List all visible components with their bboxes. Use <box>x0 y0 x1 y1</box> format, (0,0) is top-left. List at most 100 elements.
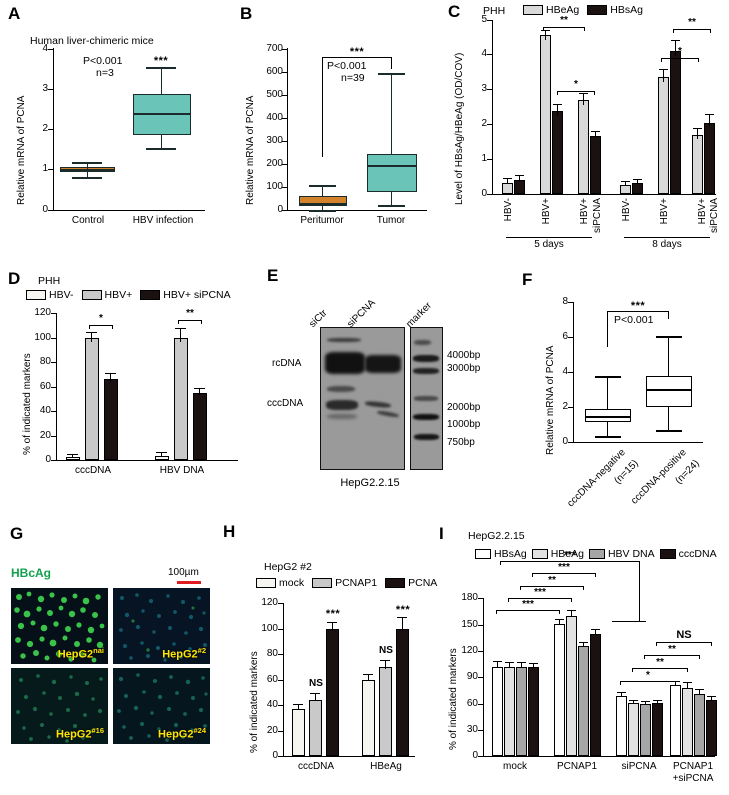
tickmark <box>278 705 283 707</box>
bar-hbsag <box>590 136 601 194</box>
gel-marker-label: 1000bp <box>447 419 481 430</box>
sig-label: ** <box>688 17 696 28</box>
panel-d-ytick: 20 <box>39 430 51 441</box>
sig-label: *** <box>558 562 570 573</box>
bar-mock <box>292 709 305 756</box>
panel-i-ytick: 60 <box>466 698 478 709</box>
legend-swatch <box>531 549 548 559</box>
tickmark <box>282 141 287 143</box>
panel-i-ytick: 0 <box>472 750 478 761</box>
errorbar-cap <box>493 661 502 663</box>
bar-hbeag <box>692 135 703 194</box>
panel-i-ytick: 30 <box>466 724 478 735</box>
panel-b: B Relative mRNA of PCNA 0 100 200 300 40… <box>215 0 430 252</box>
fluorescence-field <box>11 668 108 744</box>
legend-label: mock <box>279 577 305 589</box>
tickmark <box>51 411 56 413</box>
panel-g-scale-label: 100µm <box>168 567 199 578</box>
errorbar-cap <box>659 69 668 71</box>
tickmark <box>568 407 573 409</box>
fluorescence-field <box>113 668 210 744</box>
panel-c-group-label: 5 days <box>534 239 564 250</box>
bar-hbsag <box>670 685 681 756</box>
bar-hbvdna <box>516 667 527 756</box>
errorbar-cap <box>683 682 692 684</box>
panel-h-yaxis <box>283 603 285 757</box>
panel-f-sig: *** <box>630 300 646 312</box>
panel-b-letter: B <box>240 4 253 23</box>
tickmark <box>487 159 492 161</box>
errorbar <box>657 700 659 704</box>
panel-h-title: HepG2 #2 <box>264 561 312 573</box>
gel-marker-label: 3000bp <box>447 363 481 374</box>
panel-e-caption: HepG2.2.15 <box>340 477 400 489</box>
tickmark <box>51 436 56 438</box>
bar-hbvdna <box>640 704 651 756</box>
tickmark <box>51 387 56 389</box>
panel-h-ytick: 0 <box>272 750 278 761</box>
panel-h-xtick: HBeAg <box>370 761 402 772</box>
panel-c-title: PHH <box>483 5 506 17</box>
whisker <box>161 67 163 95</box>
panel-b-ytick: 200 <box>266 158 283 169</box>
errorbar <box>621 692 623 697</box>
errorbar-cap <box>86 332 97 334</box>
panel-f: F Relative mRNA of PCNA 0 2 4 6 8 *** P<… <box>490 255 729 509</box>
errorbar <box>385 660 387 669</box>
panel-g: G HBcAg 100µm HepG2nai <box>0 505 225 795</box>
errorbar <box>663 69 665 82</box>
errorbar <box>595 629 597 635</box>
tickmark <box>478 598 483 600</box>
bar-hbsag <box>514 180 525 194</box>
median-line <box>133 113 191 115</box>
panel-i-yaxis <box>483 598 485 757</box>
panel-a-ytick: 3 <box>42 83 48 94</box>
panel-c-ytick: 2 <box>481 118 487 129</box>
panel-c-ytick: 4 <box>481 48 487 59</box>
sig-label: NS <box>309 678 323 689</box>
median-line <box>299 203 347 205</box>
whisker <box>87 162 89 171</box>
legend-item-hbeag: HBeAg <box>523 4 579 16</box>
panel-i-xtick: PCNAP1 <box>556 761 597 772</box>
whisker-cap <box>656 430 682 432</box>
panel-h-ytick: 120 <box>261 597 278 608</box>
errorbar-cap <box>633 179 642 181</box>
panel-h-xtick: cccDNA <box>297 761 335 772</box>
errorbar-cap <box>579 642 588 644</box>
errorbar <box>545 30 547 40</box>
panel-h-ytick: 20 <box>266 725 278 736</box>
tickmark <box>478 704 483 706</box>
panel-f-yaxis <box>573 302 575 443</box>
bar-cccdna <box>706 700 717 756</box>
panel-d-title: PHH <box>38 275 61 287</box>
bracket-base <box>612 621 646 623</box>
legend-swatch <box>587 5 608 15</box>
tickmark <box>568 372 573 374</box>
sig-label: ** <box>548 575 556 586</box>
panel-d-xtick: cccDNA <box>74 465 112 476</box>
panel-i-xtick: +siPCNA <box>672 773 714 784</box>
errorbar-cap <box>310 693 320 695</box>
panel-c-xtick: siPCNA <box>709 198 720 234</box>
whisker-cap <box>146 148 176 150</box>
tickmark <box>478 651 483 653</box>
panel-d-letter: D <box>8 269 21 288</box>
errorbar-cap <box>327 622 337 624</box>
sig-label: * <box>646 670 650 681</box>
gel-marker-label: 2000bp <box>447 402 481 413</box>
panel-f-ytick: 6 <box>562 331 568 342</box>
errorbar <box>161 452 163 457</box>
tickmark <box>282 49 287 51</box>
errorbar <box>519 175 521 181</box>
panel-c: C PHH HBeAg HBsAg Level of HBsAg/HBeAg (… <box>430 0 729 255</box>
legend-item-hbv-pos: HBV+ <box>81 289 132 301</box>
panel-i-xtick: mock <box>503 761 527 772</box>
bar-hbv-sipcna <box>104 379 118 460</box>
gel-main <box>320 327 405 470</box>
panel-e-letter: E <box>267 266 279 285</box>
bar-hbsag <box>492 667 503 756</box>
scale-bar <box>177 581 201 584</box>
bar-hbsag <box>670 51 681 194</box>
panel-h: H HepG2 #2 mock PCNAP1 PCNA % of indicat… <box>215 505 437 795</box>
